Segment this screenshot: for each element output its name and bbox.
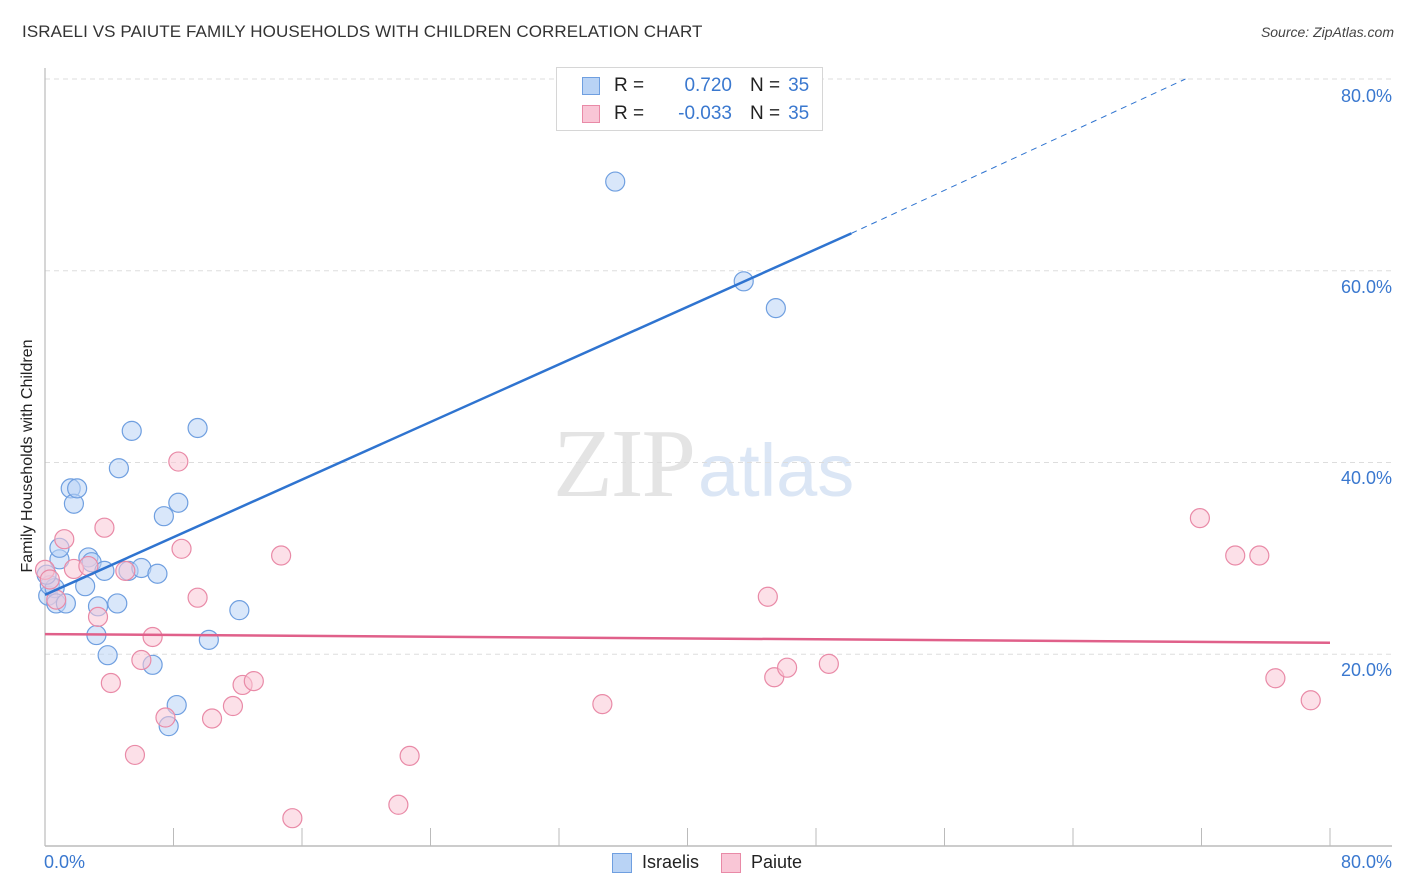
source-label: Source: ZipAtlas.com [1260,24,1394,40]
data-point [229,600,250,621]
data-point [142,626,163,648]
israelis-swatch-icon [582,77,600,95]
y-tick-40: 40.0% [1340,468,1392,488]
legend-row-paiute: R = -0.033 N = 35 [582,102,809,126]
data-point [605,171,626,192]
r-label: R = [614,75,645,96]
data-point [108,458,129,479]
data-point [399,745,420,766]
data-point [243,670,264,692]
data-point [168,451,189,472]
data-point [198,629,219,650]
legend-row-israelis: R = 0.720 N = 35 [582,74,809,98]
n-value: 35 [788,103,810,124]
data-point [187,417,208,439]
legend-item-paiute[interactable]: Paiute [721,852,802,873]
axes [44,68,1392,847]
data-point [171,538,192,559]
data-point [388,794,409,815]
x-tick-max: 80.0% [1340,852,1392,872]
watermark-atlas: atlas [698,429,855,512]
r-label: R = [614,103,645,124]
israelis-swatch-icon [612,852,632,873]
y-axis-label: Family Households with Children [19,339,36,573]
data-point [1249,545,1270,566]
data-point [1300,690,1321,711]
legend-label-paiute: Paiute [751,852,803,872]
israelis-trendline-extension [851,78,1186,234]
data-point [115,560,136,581]
n-label: N = [750,103,781,124]
data-point [776,657,798,678]
y-tick-20: 20.0% [1340,660,1392,680]
data-point [97,645,118,666]
gridlines [45,78,1392,655]
y-tick-60: 60.0% [1340,277,1392,297]
data-point [155,707,176,728]
trend-lines [44,78,1331,644]
data-point [818,653,839,674]
data-point [147,563,168,584]
n-value: 35 [788,75,810,96]
zipatlas-watermark: ZIPatlas [553,408,854,520]
watermark-zip: ZIP [553,410,696,518]
chart-title: ISRAELI VS PAIUTE FAMILY HOUSEHOLDS WITH… [22,22,703,41]
x-tick-min: 0.0% [44,852,86,872]
data-point [168,492,189,513]
data-point [124,744,146,766]
paiute-swatch-icon [721,852,742,873]
data-point [1265,668,1286,689]
data-point [67,478,88,499]
data-point [222,695,244,717]
data-point [131,649,152,671]
n-label: N = [750,75,781,96]
israelis-points [36,171,786,737]
legend-item-israelis[interactable]: Israelis [612,852,699,873]
series-legend: Israelis Paiute [612,852,824,873]
data-point [757,586,778,607]
data-point [153,506,174,527]
r-value: -0.033 [678,103,732,124]
data-point [87,606,109,627]
data-point [94,517,115,538]
israelis-trendline [44,232,852,596]
correlation-legend: R = 0.720 N = 35 R = -0.033 N = 35 [556,67,823,131]
data-point [271,545,292,566]
legend-label-israelis: Israelis [642,852,700,872]
data-point [100,672,121,694]
data-point [765,298,786,319]
data-point [107,593,128,614]
r-value: 0.720 [684,75,732,96]
data-point [282,808,303,829]
paiute-trendline [44,632,1331,644]
paiute-swatch-icon [582,105,600,123]
data-point [39,569,60,590]
data-point [201,708,223,729]
paiute-points [34,451,1321,829]
data-point [121,420,142,441]
data-point [54,529,75,550]
data-point [1189,508,1210,529]
data-point [592,694,613,715]
data-point [1225,545,1246,566]
y-tick-80: 80.0% [1340,86,1392,106]
data-point [187,587,208,608]
